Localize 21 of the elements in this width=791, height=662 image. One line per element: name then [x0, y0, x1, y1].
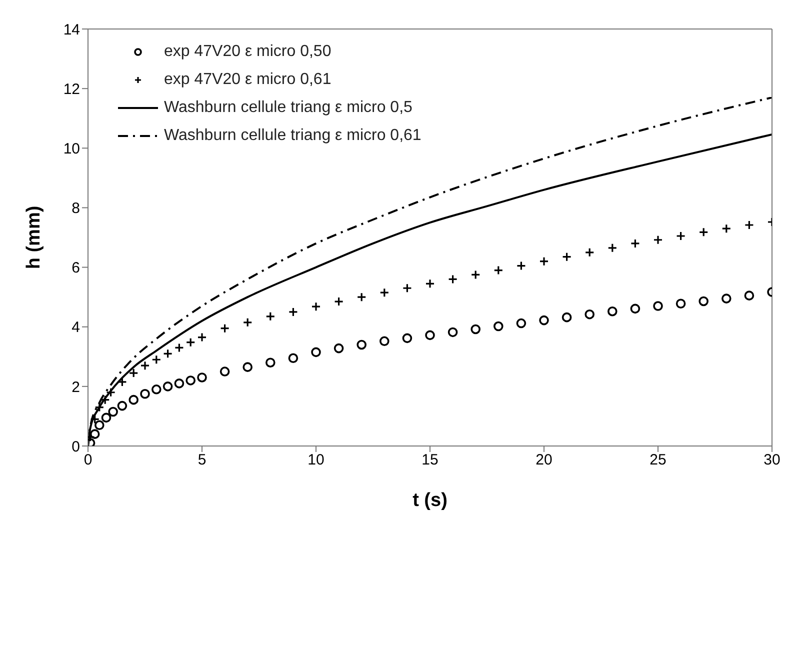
y-tick-label: 4: [72, 319, 80, 336]
y-tick-label: 0: [72, 438, 80, 456]
x-tick-label: 0: [84, 452, 92, 469]
x-tick-label: 10: [308, 452, 324, 469]
y-tick-label: 12: [63, 80, 80, 98]
x-tick-label: 5: [198, 452, 206, 469]
y-tick-label: 14: [63, 21, 80, 38]
x-tick-label: 20: [536, 452, 552, 469]
legend-label: exp 47V20 ε micro 0,61: [164, 71, 332, 89]
y-tick-label: 10: [63, 140, 80, 158]
legend-label: exp 47V20 ε micro 0,50: [164, 43, 332, 61]
x-tick-label: 15: [422, 452, 438, 469]
x-tick-label: 30: [764, 452, 780, 469]
x-axis-title: t (s): [412, 490, 448, 511]
y-axis-title: h (mm): [24, 206, 45, 270]
y-tick-label: 8: [72, 200, 80, 218]
x-tick-label: 25: [650, 452, 666, 469]
y-tick-label: 2: [72, 378, 80, 396]
legend-label: Washburn cellule triang ε micro 0,61: [164, 127, 422, 145]
y-tick-label: 6: [72, 260, 80, 277]
legend-label: Washburn cellule triang ε micro 0,5: [164, 99, 412, 117]
